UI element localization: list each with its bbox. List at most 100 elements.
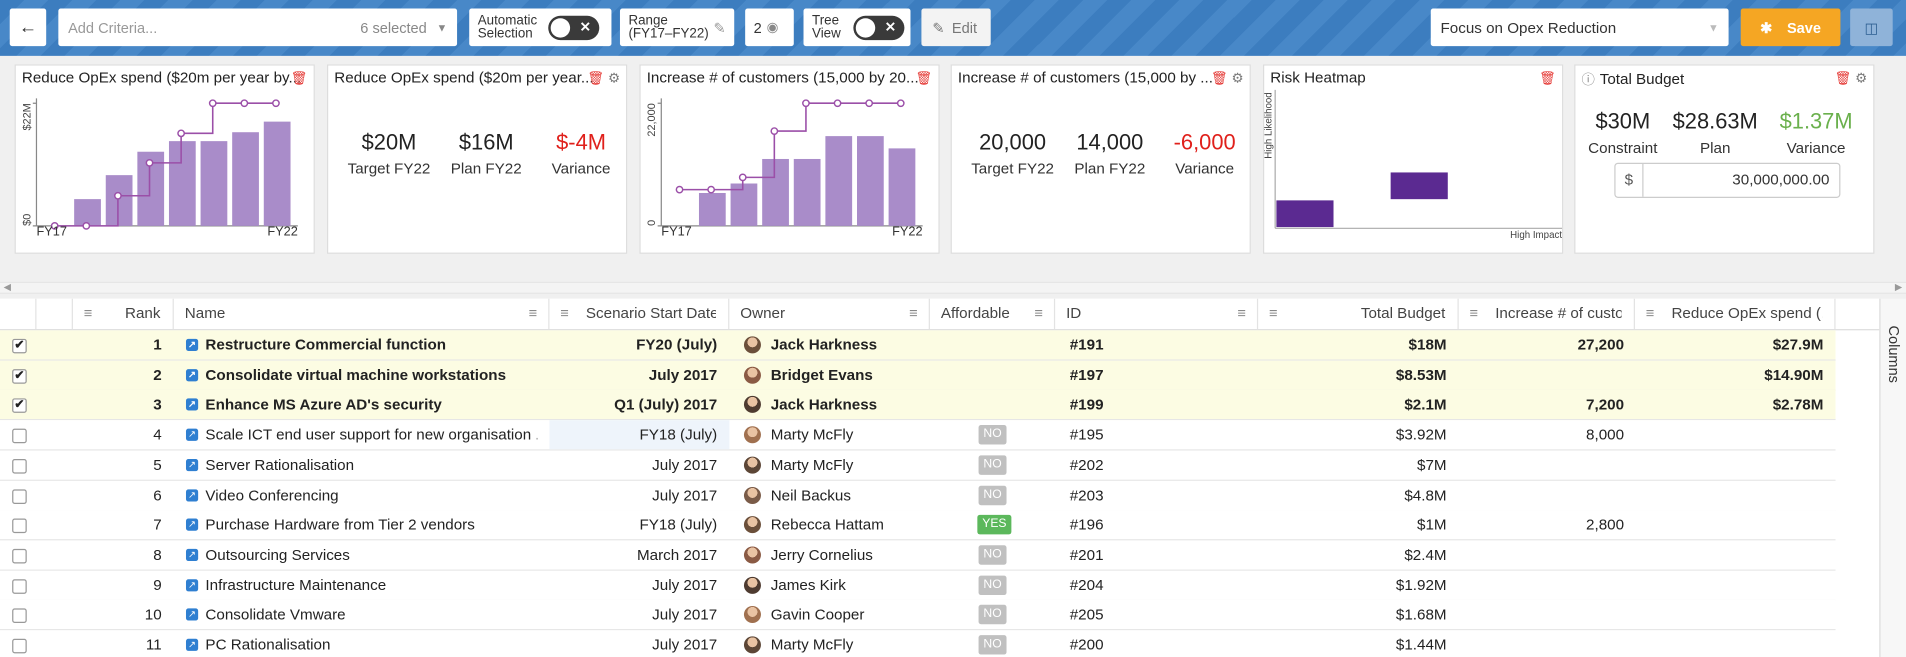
toggle[interactable]	[548, 15, 600, 40]
widget-icons[interactable]: 🗑︎	[1538, 71, 1556, 87]
column-menu[interactable]: ≡	[1645, 304, 1655, 322]
column-menu[interactable]: ≡	[560, 304, 569, 322]
pencil-icon: ✎	[713, 18, 726, 36]
checkbox[interactable]: ✔	[12, 338, 27, 354]
side-tab[interactable]: Columns	[1879, 298, 1906, 657]
layout-button[interactable]: ◫	[1850, 8, 1893, 47]
column-menu[interactable]: ≡	[909, 304, 918, 322]
table-row[interactable]: ✔ 1 ↗ Restructure Commercial function FY20 (…	[0, 330, 1836, 361]
link-icon[interactable]: ↗	[185, 608, 199, 621]
table-row[interactable]: ✔ 2 ↗ Consolidate virtual machine workstati…	[0, 360, 1836, 391]
item-name[interactable]: Outsourcing Services	[205, 546, 350, 564]
table-row[interactable]: 6 ↗ Video Conferencing July 2017 Neil Backus…	[0, 480, 1836, 511]
item-name[interactable]: Video Conferencing	[205, 486, 339, 504]
link-icon[interactable]: ↗	[185, 458, 199, 471]
column-menu[interactable]: ≡	[1469, 304, 1479, 322]
header-cell[interactable]: ≡ Increase # of custo...	[1459, 298, 1635, 330]
widget-icons[interactable]: 🗑︎ ⚙	[1834, 71, 1868, 87]
widget-title: Increase # of customers (15,000 by ...	[957, 69, 1213, 87]
column-menu[interactable]: ≡	[1269, 304, 1278, 322]
item-name[interactable]: Restructure Commercial function	[205, 336, 447, 354]
cell: ↗ Enhance MS Azure AD's security	[174, 390, 550, 419]
header-cell[interactable]: ≡ Scenario Start Date	[549, 298, 730, 330]
checkbox[interactable]	[12, 488, 27, 504]
checkbox[interactable]: ✔	[12, 368, 27, 384]
budget-input[interactable]: $30,000,000.00	[1614, 162, 1841, 198]
checkbox[interactable]	[12, 548, 27, 564]
metric-label: Variance	[1175, 160, 1235, 178]
table-row[interactable]: 11 ↗ PC Rationalisation July 2017 Marty McFl…	[0, 630, 1836, 657]
owner-name: Rebecca Hattam	[770, 516, 884, 534]
focus-select[interactable]: Focus on Opex Reduction ▼	[1430, 8, 1729, 47]
scroll-left[interactable]: ◀	[3, 281, 12, 293]
table-row[interactable]: 10 ↗ Consolidate Vmware July 2017 Gavin Coop…	[0, 600, 1836, 631]
header-cell[interactable]: ≡ Total Budget	[1258, 298, 1459, 330]
table-row[interactable]: 7 ↗ Purchase Hardware from Tier 2 vendors F…	[0, 510, 1836, 541]
item-id: #197	[1069, 366, 1104, 384]
link-icon[interactable]: ↗	[185, 638, 199, 651]
link-icon[interactable]: ↗	[185, 338, 199, 351]
cell: 2,800	[1459, 510, 1635, 539]
widget-icons[interactable]: 🗑︎	[915, 71, 933, 87]
metric-label: Plan FY22	[450, 160, 522, 178]
header-cell[interactable]: ≡ Name	[174, 298, 550, 330]
bar	[105, 175, 133, 226]
hidden-button[interactable]: 2 ◉	[745, 8, 794, 47]
item-name[interactable]: Scale ICT end user support for new organ…	[205, 426, 538, 444]
item-name[interactable]: Consolidate Vmware	[205, 606, 346, 624]
link-icon[interactable]: ↗	[185, 548, 199, 561]
checkbox[interactable]	[12, 518, 27, 534]
link-icon[interactable]: ↗	[185, 398, 199, 411]
link-icon[interactable]: ↗	[185, 488, 199, 501]
toggle[interactable]	[853, 15, 905, 40]
tree-view[interactable]: Tree View	[803, 8, 911, 47]
item-name[interactable]: Server Rationalisation	[205, 456, 355, 474]
header-cell[interactable]: ≡ Reduce OpEx spend (...	[1635, 298, 1836, 330]
link-icon[interactable]: ↗	[185, 428, 199, 441]
checkbox[interactable]	[12, 638, 27, 654]
column-menu[interactable]: ≡	[528, 304, 538, 322]
cell: Rebecca Hattam	[729, 510, 930, 539]
back-button[interactable]: ←	[9, 8, 47, 47]
table-row[interactable]: 4 ↗ Scale ICT end user support for new org…	[0, 420, 1836, 451]
widget-icons[interactable]: 🗑︎ ⚙	[587, 71, 620, 87]
checkbox[interactable]	[12, 578, 27, 594]
scroll-right[interactable]: ▶	[1894, 281, 1903, 293]
item-name[interactable]: Enhance MS Azure AD's security	[205, 396, 442, 414]
heatmap: High Likelihood High Impact	[1264, 89, 1563, 241]
link-icon[interactable]: ↗	[185, 578, 199, 591]
checkbox[interactable]	[12, 428, 27, 444]
checkbox[interactable]	[12, 608, 27, 624]
column-menu[interactable]: ≡	[1034, 304, 1043, 322]
edit-button[interactable]: ✎ Edit	[921, 8, 991, 47]
header-cell[interactable]: ≡ ID	[1055, 298, 1259, 330]
link-icon[interactable]: ↗	[185, 368, 199, 381]
item-name[interactable]: Consolidate virtual machine workstations	[205, 366, 507, 384]
header-cell[interactable]: ≡ Affordable	[930, 298, 1056, 330]
column-menu[interactable]: ≡	[83, 304, 93, 322]
table-row[interactable]: ✔ 3 ↗ Enhance MS Azure AD's security Q1 (Jul…	[0, 390, 1836, 421]
save-button[interactable]: ✱ Save	[1740, 8, 1841, 47]
metric: -6,000 Variance	[1156, 130, 1253, 177]
link-icon[interactable]: ↗	[185, 518, 199, 531]
widget-icons[interactable]: 🗑︎	[290, 71, 308, 87]
line-point	[272, 99, 280, 108]
automatic-selection[interactable]: Automatic Selection	[469, 8, 612, 47]
table-row[interactable]: 8 ↗ Outsourcing Services March 2017 Jerry Co…	[0, 540, 1836, 571]
widget-icons[interactable]: 🗑︎ ⚙	[1210, 71, 1244, 87]
item-name[interactable]: Infrastructure Maintenance	[205, 576, 387, 594]
table-row[interactable]: 5 ↗ Server Rationalisation July 2017 Marty M…	[0, 450, 1836, 481]
header-cell[interactable]: ≡ Rank	[73, 298, 174, 330]
column-menu[interactable]: ≡	[1237, 304, 1246, 322]
header-cell[interactable]: ≡ Owner	[729, 298, 930, 330]
criteria-input[interactable]: Add Criteria... 6 selected ▼	[58, 8, 458, 47]
table-row[interactable]: 9 ↗ Infrastructure Maintenance July 2017 Jam…	[0, 570, 1836, 601]
metric-label: Variance	[1786, 139, 1846, 157]
checkbox[interactable]	[12, 458, 27, 474]
range-button[interactable]: Range (FY17–FY22) ✎	[619, 8, 735, 47]
metric-value: $20M	[361, 129, 417, 155]
checkbox[interactable]: ✔	[12, 398, 27, 414]
item-name[interactable]: Purchase Hardware from Tier 2 vendors	[205, 516, 475, 534]
scrollbar[interactable]: ◀ ▶	[0, 281, 1906, 294]
item-name[interactable]: PC Rationalisation	[205, 636, 331, 654]
